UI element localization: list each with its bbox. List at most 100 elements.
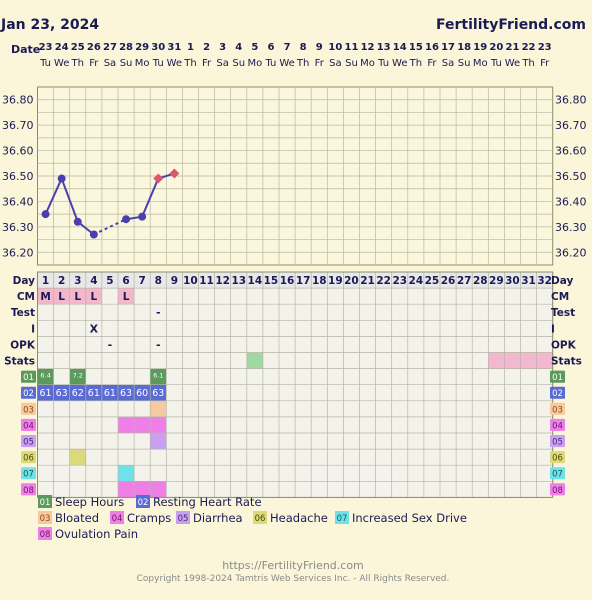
rhr-value: 60: [136, 388, 148, 399]
code-badge-left: [21, 483, 36, 496]
rhr-cell: [134, 384, 151, 401]
temperature-point: [122, 215, 131, 224]
cm-cell: [118, 288, 135, 305]
weekday-label: Th: [409, 58, 422, 69]
y-tick-label-left: 36.60: [2, 145, 34, 158]
footer-url: https://FertilityFriend.com: [222, 559, 364, 572]
date-number: 30: [151, 42, 165, 53]
row-label-left: Stats: [4, 356, 35, 368]
symptom-cell: [150, 416, 167, 433]
code-badge-right: [550, 451, 565, 464]
cm-value: L: [58, 291, 65, 303]
code-badge-left: [21, 435, 36, 448]
code-badge-right-text: 05: [552, 438, 563, 448]
date-number: 27: [103, 42, 117, 53]
row-label-left: OPK: [10, 339, 36, 351]
date-number: 26: [87, 42, 101, 53]
code-badge-right-text: 02: [552, 389, 563, 399]
code-badge-left: [21, 370, 36, 383]
sleep-cell: [69, 368, 86, 385]
day-number: 32: [537, 275, 552, 287]
row-label-left: Test: [11, 307, 35, 319]
day-number: 2: [58, 275, 65, 287]
code-badge-right: [550, 386, 565, 399]
date-number: 28: [119, 42, 133, 53]
site-name[interactable]: FertilityFriend.com: [436, 17, 586, 33]
date-number: 5: [251, 42, 258, 53]
weekday-label: We: [392, 58, 407, 69]
symptom-cell: [150, 400, 167, 417]
day-number: 21: [360, 275, 375, 287]
weekday-label: Fr: [315, 58, 325, 69]
temperature-point-diamond: [153, 173, 164, 184]
legend-code: 05: [178, 514, 189, 524]
weekday-label: Tu: [377, 58, 389, 69]
sleep-cell: [150, 368, 167, 385]
rhr-cell: [101, 384, 118, 401]
date-number: 10: [328, 42, 342, 53]
date-number: 15: [409, 42, 423, 53]
weekday-label: Tu: [490, 58, 502, 69]
weekday-label: We: [167, 58, 182, 69]
day-number: 5: [106, 275, 113, 287]
date-number: 14: [393, 42, 407, 53]
code-badge-right-text: 08: [552, 486, 563, 496]
date-number: 4: [235, 42, 242, 53]
temperature-point: [57, 174, 66, 183]
weekday-label: Sa: [104, 58, 116, 69]
weekday-label: Mo: [135, 58, 150, 69]
day-number: 1: [42, 275, 49, 287]
symptom-cell: [118, 416, 135, 433]
legend-code: 07: [337, 514, 348, 524]
sleep-value: 6.4: [40, 372, 50, 380]
legend-label: Diarrhea: [193, 511, 243, 525]
weekday-label: Mo: [247, 58, 262, 69]
day-number: 11: [199, 275, 214, 287]
date-number: 29: [135, 42, 149, 53]
legend-label: Headache: [270, 511, 328, 525]
symptom-cell: [69, 449, 86, 466]
date-number: 9: [316, 42, 323, 53]
temperature-point: [138, 212, 147, 221]
y-tick-label-left: 36.70: [2, 119, 34, 132]
code-badge-left: [21, 451, 36, 464]
legend-swatch: [176, 511, 190, 524]
weekday-label: Sa: [329, 58, 341, 69]
date-number: 13: [377, 42, 391, 53]
date-number: 18: [457, 42, 471, 53]
temperature-line-segment: [44, 178, 63, 215]
date-number: 20: [489, 42, 503, 53]
code-badge-right-text: 04: [552, 421, 563, 431]
rhr-value: 61: [40, 388, 52, 399]
day-number: 12: [215, 275, 230, 287]
weekday-label: We: [505, 58, 520, 69]
day-number: 31: [521, 275, 536, 287]
row-label-right: Day: [551, 275, 573, 287]
code-badge-right-text: 03: [552, 405, 563, 415]
legend-label: Bloated: [55, 511, 99, 525]
y-tick-label-left: 36.40: [2, 195, 34, 208]
stats-cell-green: [246, 352, 263, 369]
legend-code: 01: [40, 498, 51, 508]
code-badge-left: [21, 402, 36, 415]
row-label-left: I: [31, 323, 35, 335]
day-number: 30: [505, 275, 520, 287]
weekday-label: Fr: [427, 58, 437, 69]
y-tick-label-left: 36.30: [2, 221, 34, 234]
date-number: 3: [219, 42, 226, 53]
date-number: 22: [522, 42, 536, 53]
symptom-cell: [118, 481, 135, 498]
weekday-label: Th: [296, 58, 309, 69]
date-number: 23: [39, 42, 53, 53]
code-badge-left-text: 03: [23, 405, 34, 415]
date-number: 25: [71, 42, 85, 53]
legend-swatch: [136, 495, 150, 508]
weekday-label: Th: [71, 58, 84, 69]
code-badge-left: [21, 386, 36, 399]
day-number: 6: [122, 275, 129, 287]
rhr-cell: [37, 384, 54, 401]
day-number: 15: [264, 275, 279, 287]
code-badge-left-text: 06: [23, 454, 34, 464]
